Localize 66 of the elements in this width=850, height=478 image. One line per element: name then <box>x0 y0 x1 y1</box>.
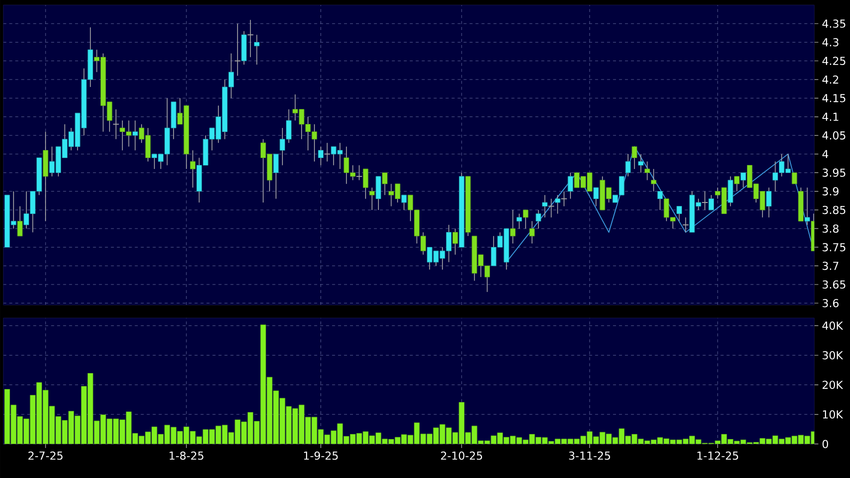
candlestick <box>766 187 772 218</box>
candlestick <box>452 228 458 256</box>
candlestick <box>247 19 254 58</box>
candlestick <box>657 190 663 210</box>
candlestick <box>644 161 650 181</box>
y-tick-label: 4.2 <box>822 75 838 84</box>
candlestick <box>740 172 746 188</box>
y-tick-label: 0 <box>822 440 828 448</box>
y-tick-label: 4.3 <box>822 38 838 46</box>
y-tick-label: 40K <box>822 322 844 330</box>
candlestick <box>132 120 138 151</box>
candlestick <box>804 187 810 226</box>
x-tick-label: 3-11-25 <box>569 452 610 460</box>
candlestick <box>792 172 798 184</box>
y-tick-label: 3.8 <box>822 224 839 233</box>
candlestick <box>568 172 574 200</box>
x-tick-label: 2-7-25 <box>28 452 62 460</box>
candlestick <box>254 34 260 66</box>
candlestick <box>701 190 708 210</box>
y-tick-label: 4 <box>822 150 828 158</box>
candlestick <box>536 210 542 229</box>
y-tick-label: 3.6 <box>822 298 839 308</box>
y-tick-label: 4.35 <box>822 19 846 28</box>
y-tick-label: 3.85 <box>822 206 846 214</box>
y-tick-label: 3.95 <box>822 168 846 177</box>
candlestick <box>560 190 568 207</box>
y-tick-label: 20K <box>822 380 844 389</box>
candlestick <box>593 187 599 207</box>
y-tick-label: 10K <box>823 410 844 419</box>
x-tick-label: 1-8-25 <box>170 452 204 460</box>
y-tick-label: 4.15 <box>822 94 846 102</box>
y-tick-label: 3.7 <box>822 262 838 270</box>
x-tick-label: 2-10-25 <box>441 452 482 460</box>
candlestick <box>369 187 375 210</box>
y-tick-label: 3.75 <box>822 243 846 252</box>
candlestick <box>676 206 682 222</box>
y-tick-label: 4.1 <box>822 112 838 121</box>
y-tick-label: 30K <box>822 351 844 360</box>
candlestick <box>324 142 331 162</box>
candlestick <box>17 206 23 236</box>
candlestick <box>382 172 388 196</box>
candlestick <box>273 154 279 200</box>
candlestick <box>234 23 241 76</box>
y-tick-label: 3.65 <box>822 280 846 289</box>
candlestick <box>682 217 690 233</box>
candlestick <box>734 176 740 192</box>
candlestick <box>401 194 407 210</box>
candlestick <box>632 146 638 170</box>
candlestick <box>529 220 535 244</box>
candlestick <box>516 213 522 229</box>
candlestick <box>190 150 196 188</box>
candlestick <box>376 176 382 210</box>
candlestick <box>522 210 528 229</box>
y-tick-label: 4.25 <box>822 56 846 66</box>
y-tick-label: 3.9 <box>822 187 838 196</box>
y-tick-label: 4.05 <box>822 131 846 140</box>
candlestick <box>112 108 120 140</box>
candlestick <box>650 168 656 192</box>
x-tick-label: 1-9-25 <box>304 452 338 460</box>
candlestick <box>728 176 734 207</box>
candlestick <box>356 164 363 181</box>
candlestick <box>510 210 516 244</box>
candlestick <box>548 198 555 218</box>
x-tick-label: 1-12-25 <box>697 452 738 460</box>
candlestick <box>638 154 644 174</box>
candlestick <box>625 154 631 177</box>
